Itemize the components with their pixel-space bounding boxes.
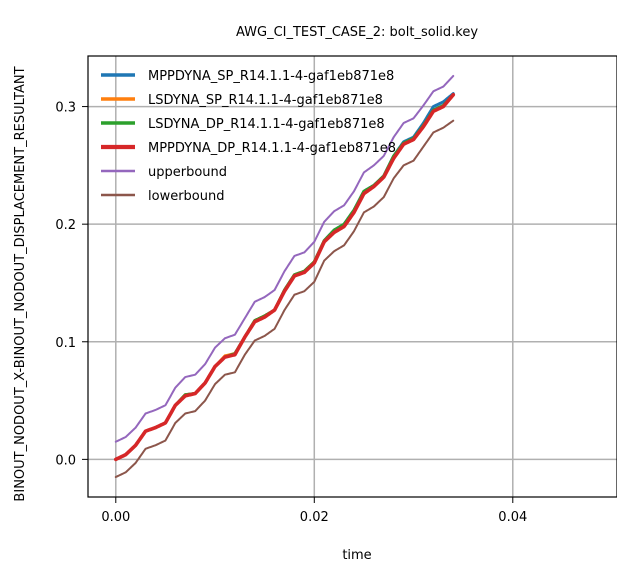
series-layer bbox=[113, 74, 456, 479]
series-line bbox=[114, 74, 455, 443]
legend-label: MPPDYNA_SP_R14.1.1-4-gaf1eb871e8 bbox=[148, 69, 394, 84]
grid-layer bbox=[88, 56, 617, 497]
series-line bbox=[113, 93, 456, 462]
y-axis-label: BINOUT_NODOUT_X-BINOUT_NODOUT_DISPLACEME… bbox=[13, 66, 28, 501]
chart-title: AWG_CI_TEST_CASE_2: bolt_solid.key bbox=[236, 25, 478, 40]
x-tick-label: 0.00 bbox=[101, 510, 130, 525]
y-tick-label: 0.2 bbox=[55, 218, 76, 233]
x-tick-label: 0.04 bbox=[498, 510, 527, 525]
legend-label: MPPDYNA_DP_R14.1.1-4-gaf1eb871e8 bbox=[148, 141, 396, 156]
x-axis-label: time bbox=[342, 548, 371, 563]
plot-frame bbox=[87, 55, 617, 498]
legend-label: lowerbound bbox=[148, 189, 224, 204]
y-tick-label: 0.0 bbox=[55, 453, 76, 468]
series-line bbox=[114, 119, 455, 479]
y-tick-label: 0.3 bbox=[55, 101, 76, 116]
legend-label: upperbound bbox=[148, 165, 227, 180]
legend-label: LSDYNA_DP_R14.1.1-4-gaf1eb871e8 bbox=[148, 117, 385, 132]
legend-label: LSDYNA_SP_R14.1.1-4-gaf1eb871e8 bbox=[148, 93, 383, 108]
y-tick-label: 0.1 bbox=[55, 336, 76, 351]
x-tick-label: 0.02 bbox=[300, 510, 329, 525]
ticks-layer: 0.00 0.02 0.04 0.0 0.1 0.2 0.3 bbox=[55, 101, 527, 525]
legend: MPPDYNA_SP_R14.1.1-4-gaf1eb871e8 LSDYNA_S… bbox=[101, 69, 396, 204]
